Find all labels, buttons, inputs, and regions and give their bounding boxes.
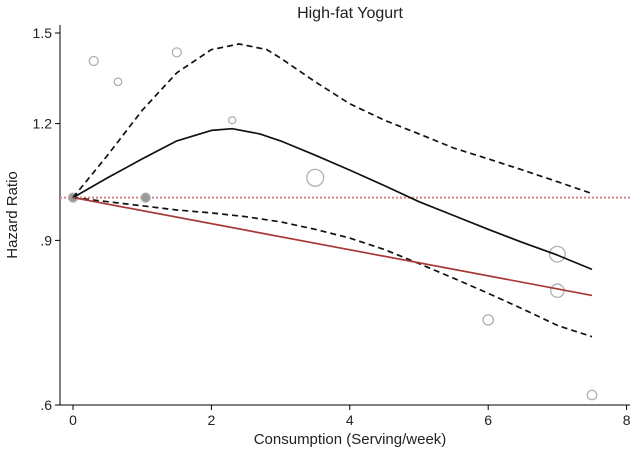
y-tick-label: .6 [40,397,52,413]
series-line [72,127,593,271]
study-point [140,192,151,203]
study-point [88,55,99,67]
x-tick-label: 2 [208,412,216,428]
axes [59,25,630,406]
x-axis-label: Consumption (Serving/week) [254,431,447,448]
y-tick-label: .9 [40,232,52,248]
x-tick-label: 6 [484,412,492,428]
series-line [72,196,593,338]
series-line [72,196,593,297]
y-axis-label: Hazard Ratio [4,171,21,259]
series-line [72,43,593,199]
x-tick-label: 4 [346,412,354,428]
study-point [228,116,237,125]
study-point [171,47,182,58]
x-tick-label: 8 [623,412,631,428]
study-points [67,47,598,401]
y-tick-label: 1.2 [33,116,53,132]
study-point [306,168,325,187]
axis-ticks: .6 .9 1.2 1.5 0 2 4 6 8 [33,25,631,428]
study-point [550,283,565,299]
study-point [586,389,598,401]
study-point [482,314,494,326]
x-tick-label: 0 [69,412,77,428]
study-point [548,245,566,263]
curve-lines [72,43,593,338]
chart-title: High-fat Yogurt [297,5,403,22]
study-point [113,77,123,87]
y-tick-label: 1.5 [33,25,53,41]
